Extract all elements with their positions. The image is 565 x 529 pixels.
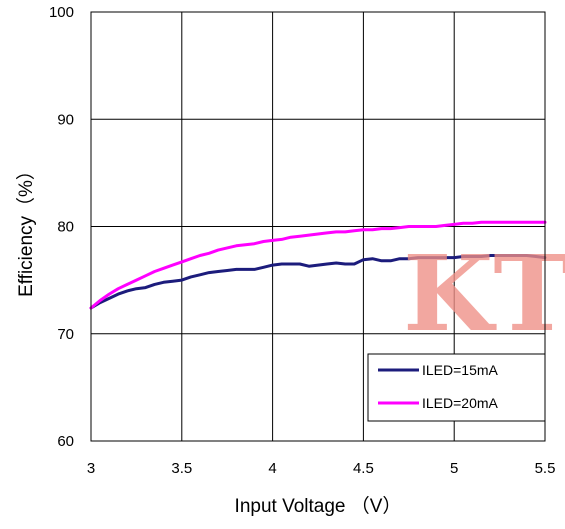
y-tick-label: 70 xyxy=(57,326,74,343)
legend-box xyxy=(367,353,546,422)
y-tick-label: 80 xyxy=(57,219,74,236)
x-tick-label: 5.5 xyxy=(535,460,556,477)
x-tick-label: 5 xyxy=(450,460,458,477)
legend: ILED=15mA ILED=20mA xyxy=(367,353,546,422)
x-axis-label: Input Voltage （V） xyxy=(235,495,402,517)
y-axis-label: Efficiency（%） xyxy=(15,161,37,297)
x-tick-label: 4 xyxy=(268,460,276,477)
y-tick-labels: 60 70 80 90 100 xyxy=(49,4,74,450)
y-tick-label: 90 xyxy=(57,111,74,128)
series-line-1 xyxy=(89,254,547,310)
x-tick-label: 3 xyxy=(87,460,95,477)
legend-label: ILED=20mA xyxy=(422,395,499,411)
plot-frame xyxy=(90,11,546,442)
x-tick-label: 4.5 xyxy=(353,460,374,477)
legend-label: ILED=15mA xyxy=(422,362,499,378)
series-line-2 xyxy=(89,220,547,310)
series-layer xyxy=(89,220,547,310)
x-tick-label: 3.5 xyxy=(171,460,192,477)
watermark: KT xyxy=(403,232,565,355)
y-tick-label: 100 xyxy=(49,4,74,21)
y-tick-label: 60 xyxy=(57,433,74,450)
x-tick-labels: 3 3.5 4 4.5 5 5.5 xyxy=(87,460,556,477)
